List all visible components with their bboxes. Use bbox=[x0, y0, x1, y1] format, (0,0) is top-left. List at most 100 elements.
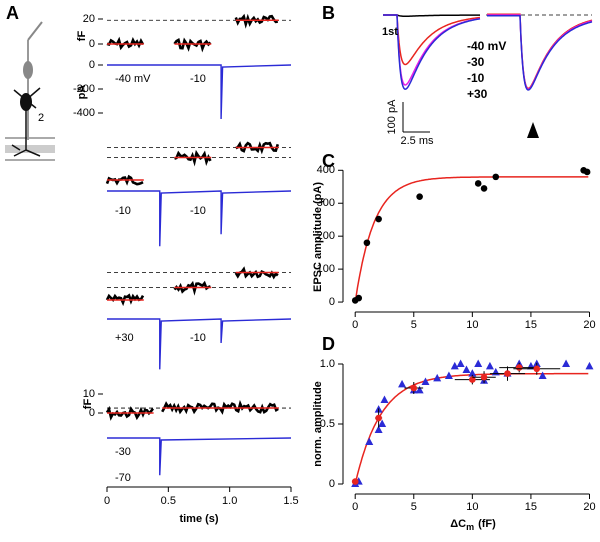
point bbox=[468, 369, 477, 377]
point bbox=[480, 373, 488, 381]
y-tick-label: -400 bbox=[73, 107, 95, 119]
y-tick-label: -200 bbox=[73, 83, 95, 95]
x-tick-label: 0.5 bbox=[161, 495, 176, 507]
voltage-label: +30 bbox=[115, 332, 134, 344]
point bbox=[375, 414, 382, 422]
panel-label: A bbox=[6, 3, 19, 23]
x-tick-label: 0 bbox=[352, 501, 358, 513]
panel-label: B bbox=[322, 3, 335, 23]
capacitance-trace bbox=[106, 36, 145, 51]
panel-label: D bbox=[322, 334, 335, 354]
point bbox=[469, 376, 476, 383]
fit-curve bbox=[354, 176, 589, 303]
point bbox=[433, 373, 442, 382]
legend-entry: +30 bbox=[467, 87, 488, 101]
point bbox=[474, 359, 483, 367]
stimulus-arrow bbox=[527, 122, 539, 138]
x-axis-label-part: (fF) bbox=[478, 518, 496, 530]
y-tick-label: 300 bbox=[317, 197, 335, 209]
x-tick-label: 5 bbox=[411, 319, 417, 331]
capacitance-trace bbox=[105, 293, 145, 307]
point bbox=[492, 173, 500, 181]
y-axis-label: fF bbox=[82, 399, 94, 410]
x-tick-label: 15 bbox=[525, 501, 537, 513]
y-axis-label: norm. amplitude bbox=[312, 381, 324, 467]
y-tick-label: 0 bbox=[89, 407, 95, 419]
current-trace bbox=[107, 318, 292, 370]
y-axis-label: pA bbox=[76, 85, 88, 100]
capacitance-trace bbox=[174, 149, 212, 167]
y-tick-label: 200 bbox=[317, 230, 335, 242]
neuron-cartoon: 2 bbox=[5, 21, 55, 161]
y-tick-label: 100 bbox=[317, 263, 335, 275]
point bbox=[415, 385, 424, 394]
point bbox=[351, 478, 359, 485]
x-tick-label: 10 bbox=[466, 319, 478, 331]
point bbox=[504, 370, 511, 377]
y-axis-label: EPSC amplitude (pA) bbox=[312, 182, 324, 292]
y-tick-label: 1.0 bbox=[320, 358, 335, 370]
point bbox=[450, 361, 459, 370]
y-axis-label: fF bbox=[76, 31, 88, 42]
point bbox=[398, 379, 407, 388]
voltage-label: -40 mV bbox=[115, 73, 151, 85]
x-tick-label: 20 bbox=[583, 501, 595, 513]
point bbox=[462, 365, 471, 373]
point bbox=[485, 361, 494, 370]
capacitance-trace bbox=[173, 280, 211, 296]
x-tick-label: 0 bbox=[352, 319, 358, 331]
epsc-trace bbox=[383, 14, 480, 17]
x-tick-label: 10 bbox=[466, 501, 478, 513]
fit-curve bbox=[354, 372, 589, 485]
y-tick-label: 400 bbox=[317, 164, 335, 176]
point bbox=[480, 185, 488, 192]
voltage-label: -10 bbox=[190, 205, 206, 217]
y-tick-label: 20 bbox=[83, 13, 95, 25]
x-axis-label: time (s) bbox=[179, 513, 218, 525]
x-tick-label: 20 bbox=[583, 319, 595, 331]
legend-entry: -30 bbox=[467, 55, 485, 69]
x-tick-label: 15 bbox=[525, 319, 537, 331]
epsc-trace-normalized bbox=[487, 15, 593, 91]
point bbox=[378, 419, 387, 427]
x-tick-label: 1.0 bbox=[222, 495, 237, 507]
y-tick-label: 0 bbox=[329, 478, 335, 490]
x-tick-label: 5 bbox=[411, 501, 417, 513]
point bbox=[456, 359, 465, 367]
annotation: 1st bbox=[382, 26, 398, 38]
point bbox=[583, 168, 591, 176]
point bbox=[515, 364, 523, 371]
x-axis-label-part: ΔC bbox=[450, 518, 466, 530]
capacitance-trace bbox=[234, 266, 279, 280]
voltage-label: -10 bbox=[190, 73, 206, 85]
legend-entry: -10 bbox=[467, 71, 485, 85]
point bbox=[365, 437, 374, 445]
x-tick-label: 1.5 bbox=[283, 495, 298, 507]
current-trace bbox=[107, 64, 292, 120]
panel-label: C bbox=[322, 151, 335, 171]
point bbox=[375, 215, 382, 223]
scale-label: 100 pA bbox=[386, 99, 398, 135]
point bbox=[416, 193, 423, 200]
epsc-trace bbox=[383, 14, 481, 66]
voltage-label: -10 bbox=[115, 205, 131, 217]
x-tick-label: 0 bbox=[104, 495, 110, 507]
current-trace bbox=[107, 190, 292, 247]
point bbox=[538, 371, 547, 379]
scale-label: 2.5 ms bbox=[400, 135, 434, 147]
point bbox=[585, 361, 594, 370]
point bbox=[562, 359, 571, 367]
point bbox=[410, 384, 418, 392]
point bbox=[421, 377, 430, 385]
point bbox=[444, 371, 453, 379]
x-axis-label: ΔCm (fF) bbox=[450, 518, 496, 532]
y-tick-label: 0 bbox=[89, 59, 95, 71]
capacitance-trace bbox=[235, 141, 280, 155]
point bbox=[533, 365, 541, 373]
point bbox=[355, 294, 363, 302]
capacitance-trace bbox=[105, 405, 155, 421]
voltage-label: -10 bbox=[190, 332, 206, 344]
point bbox=[380, 395, 389, 403]
